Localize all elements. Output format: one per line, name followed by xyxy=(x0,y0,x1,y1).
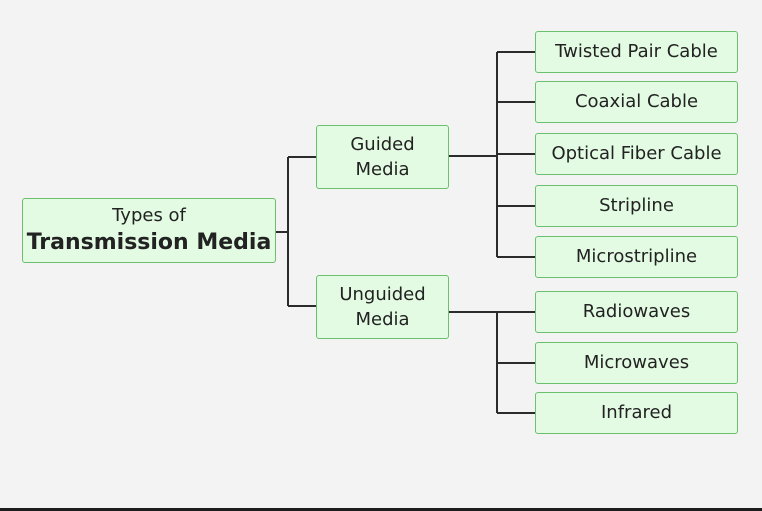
leaf-label: Microwaves xyxy=(583,352,690,374)
root-line2: Transmission Media xyxy=(26,229,272,255)
bottom-border xyxy=(0,508,762,511)
guided-line1: Guided xyxy=(350,133,415,155)
leaf-twisted-pair: Twisted Pair Cable xyxy=(535,31,738,73)
leaf-microstripline: Microstripline xyxy=(535,236,738,278)
unguided-line2: Media xyxy=(355,309,410,330)
leaf-label: Radiowaves xyxy=(582,301,691,323)
leaf-optical-fiber: Optical Fiber Cable xyxy=(535,133,738,175)
leaf-infrared: Infrared xyxy=(535,392,738,434)
guided-line2: Media xyxy=(355,159,410,180)
root-node: Types of Transmission Media xyxy=(22,198,276,263)
leaf-label: Coaxial Cable xyxy=(574,91,699,113)
leaf-label: Infrared xyxy=(601,402,672,424)
leaf-microwaves: Microwaves xyxy=(535,342,738,384)
guided-media-node: Guided Media xyxy=(316,125,449,189)
leaf-label: Microstripline xyxy=(575,246,698,268)
leaf-label: Optical Fiber Cable xyxy=(551,143,722,165)
unguided-media-node: Unguided Media xyxy=(316,275,449,339)
unguided-line1: Unguided xyxy=(339,283,426,305)
leaf-radiowaves: Radiowaves xyxy=(535,291,738,333)
root-line1: Types of xyxy=(112,204,186,226)
leaf-stripline: Stripline xyxy=(535,185,738,227)
leaf-coaxial: Coaxial Cable xyxy=(535,81,738,123)
leaf-label: Twisted Pair Cable xyxy=(555,41,718,63)
leaf-label: Stripline xyxy=(599,195,674,217)
